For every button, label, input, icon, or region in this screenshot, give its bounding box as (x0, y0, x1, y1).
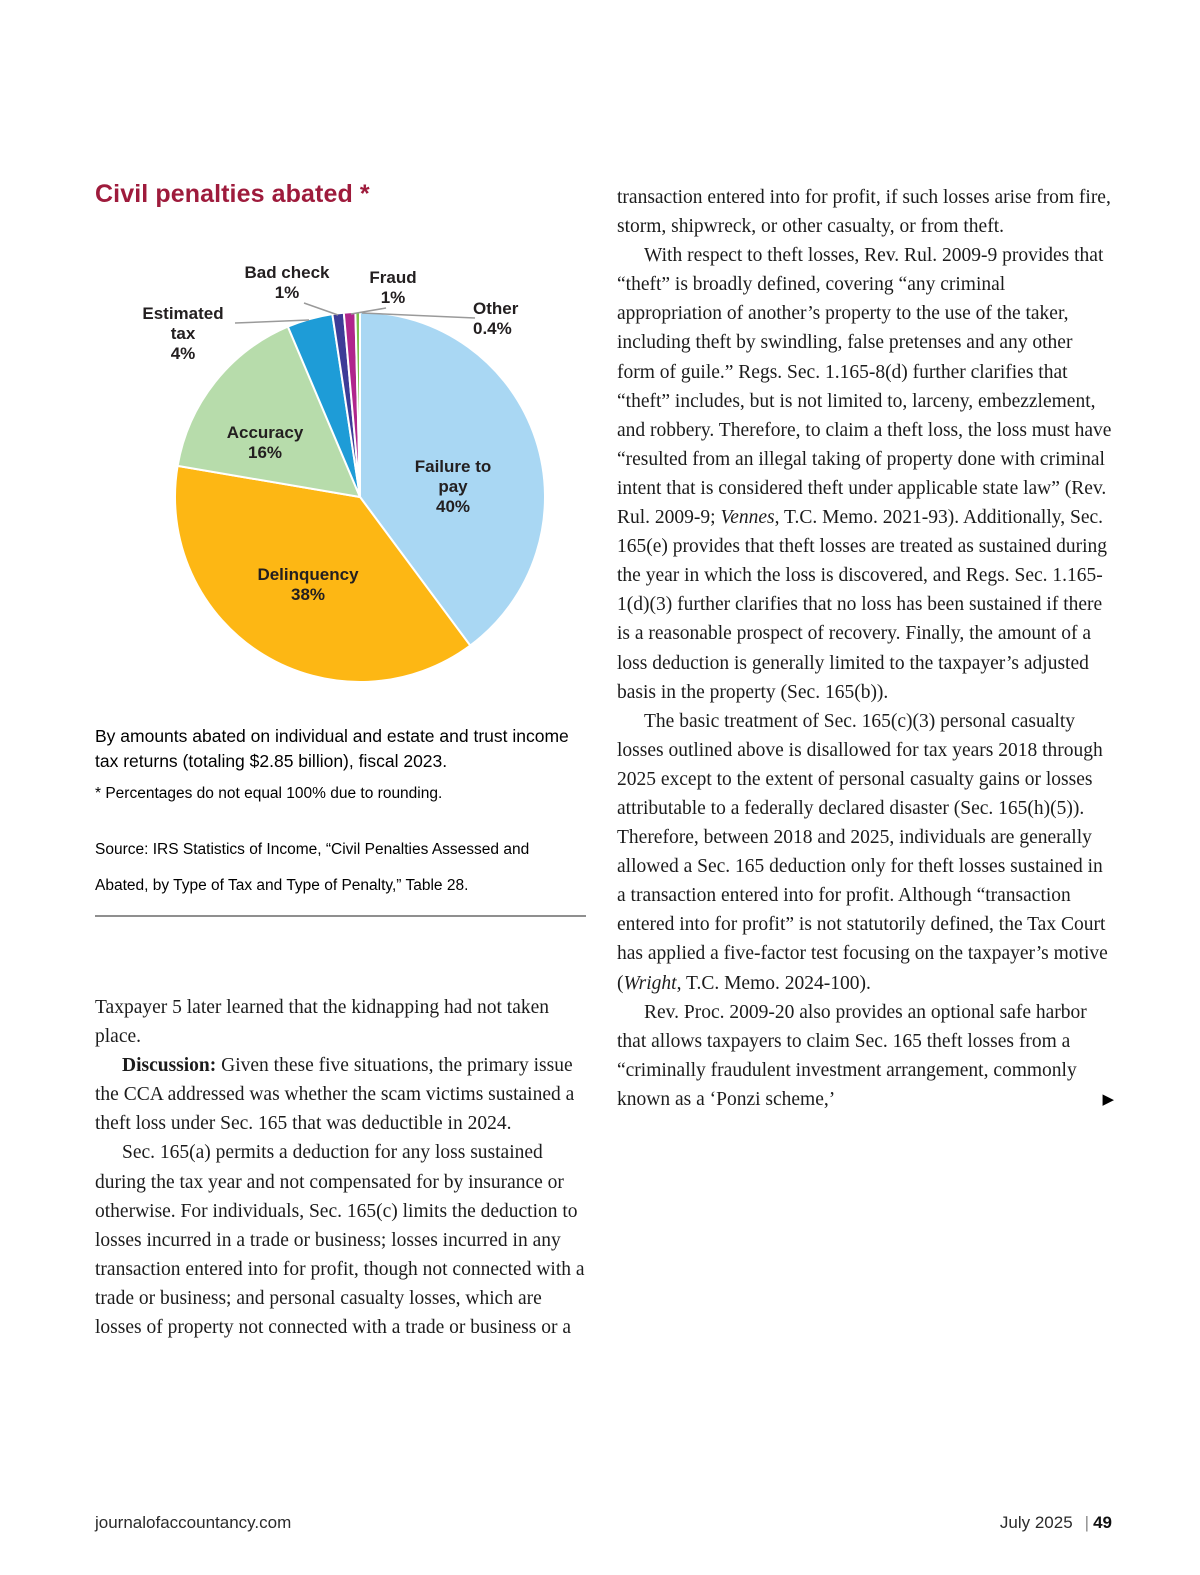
paragraph-text: Given these five situations, the primary… (95, 1055, 575, 1135)
leader-line-bad-check (303, 302, 339, 316)
chart-title: Civil penalties abated * (95, 180, 370, 208)
pie-label-text: Failure to pay (414, 456, 492, 496)
pie-slice-delinquency (174, 464, 472, 683)
paragraph: The basic treatment of Sec. 165(c)(3) pe… (617, 707, 1114, 998)
article-continues-icon: ▶ (1102, 1089, 1114, 1108)
footer-website: journalofaccountancy.com (95, 1513, 292, 1532)
paragraph-text: , T.C. Memo. 2024-100). (676, 972, 871, 994)
pie-label-bad-check: Bad check 1% (225, 263, 349, 303)
pie-label-text: Delinquency (257, 564, 359, 584)
pie-label-other: Other 0.4% (473, 299, 537, 339)
pie-label-text: Fraud (369, 267, 417, 287)
pie-label-pct: 38% (290, 585, 326, 604)
pie-label-fraud: Fraud 1% (358, 268, 428, 308)
pie-label-failure-to-pay: Failure to pay 40% (401, 457, 505, 517)
chart-source: Source: IRS Statistics of Income, “Civil… (95, 841, 530, 895)
pie-label-pct: 40% (435, 497, 471, 517)
pie-label-pct: 4% (170, 344, 196, 364)
pie-label-estimated-tax: Estimated tax 4% (137, 304, 229, 364)
pie-label-pct: 1% (274, 283, 300, 302)
pie-label-pct: 16% (247, 443, 283, 462)
footer-issue-date: July 2025 (999, 1513, 1073, 1532)
leader-line-fraud (350, 307, 387, 315)
case-name-italic: Wright (623, 972, 677, 994)
paragraph: Discussion: Given these five situations,… (95, 1051, 589, 1138)
paragraph: Sec. 165(a) permits a deduction for any … (95, 1138, 589, 1342)
footer-issue-page: July 2025 | 49 (1000, 1513, 1112, 1533)
paragraph-text: transaction entered into for profit, if … (617, 187, 1111, 238)
pie-wedges (174, 311, 546, 683)
pie-label-pct: 1% (380, 288, 406, 307)
case-name-italic: Vennes (720, 507, 775, 529)
paragraph-text: Rev. Proc. 2009-20 also provides an opti… (617, 1001, 1087, 1110)
pie-chart-svg (174, 302, 546, 683)
footer-divider: | (1084, 1513, 1090, 1532)
footer-page-number: 49 (1093, 1513, 1112, 1532)
paragraph-text: Sec. 165(a) permits a deduction for any … (95, 1142, 585, 1339)
paragraph: With respect to theft losses, Rev. Rul. … (617, 241, 1114, 707)
paragraph-text: Taxpayer 5 later learned that the kidnap… (95, 997, 550, 1048)
paragraph: transaction entered into for profit, if … (617, 183, 1114, 241)
chart-footnote: * Percentages do not equal 100% due to r… (95, 785, 443, 802)
paragraph-lead-bold: Discussion: (122, 1055, 217, 1077)
pie-label-accuracy: Accuracy 16% (210, 423, 320, 463)
chart-caption: By amounts abated on individual and esta… (95, 726, 569, 771)
pie-leader-lines (234, 302, 476, 324)
pie-label-text: Accuracy (226, 422, 304, 442)
pie-label-text: Bad check (244, 262, 330, 282)
pie-slice-accuracy (176, 325, 361, 498)
left-column-body: Taxpayer 5 later learned that the kidnap… (95, 993, 589, 1342)
paragraph-text: , T.C. Memo. 2021-93). Additionally, Sec… (617, 507, 1108, 703)
right-column-body: transaction entered into for profit, if … (617, 183, 1114, 1114)
pie-chart: Bad check 1% Fraud 1% Other 0.4% Estimat… (95, 255, 585, 715)
paragraph-text: The basic treatment of Sec. 165(c)(3) pe… (617, 710, 1108, 994)
paragraph: Taxpayer 5 later learned that the kidnap… (95, 993, 589, 1051)
leader-line-other (361, 312, 476, 319)
paragraph: Rev. Proc. 2009-20 also provides an opti… (617, 998, 1114, 1114)
pie-label-delinquency: Delinquency 38% (233, 565, 383, 605)
pie-label-text: Estimated tax (142, 303, 224, 343)
pie-slice-failure-to-pay (359, 311, 546, 647)
pie-label-pct: 0.4% (473, 319, 512, 338)
leader-line-estimated-tax (234, 319, 310, 324)
section-divider-rule (95, 915, 586, 917)
pie-label-text: Other (473, 298, 519, 318)
paragraph-text: With respect to theft losses, Rev. Rul. … (617, 245, 1112, 529)
